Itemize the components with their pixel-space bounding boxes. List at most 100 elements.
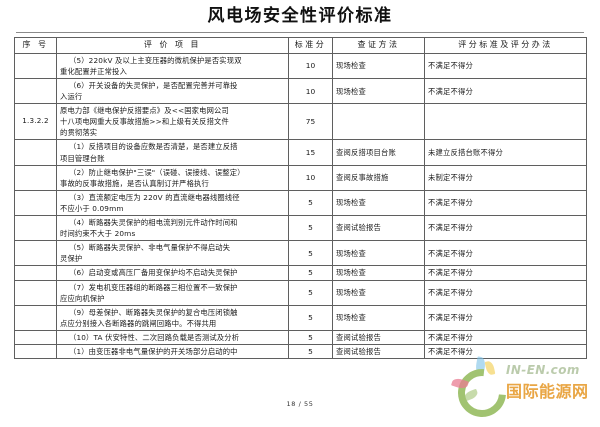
cell-scoring-rule: 不满足不得分 [424,78,587,105]
column-header-rule: 评分标准及评分办法 [424,36,587,54]
table-row: （1）由变压器非电气量保护的开关场部分启动的中 5 查阅试验报告 不满足不得分 [14,344,587,360]
table-row: （1）反措项目的设备应数是否清楚，是否建立反措 项目管理台账 15 查阅反措项目台账未… [14,139,587,166]
cell-sequence [14,265,57,281]
cell-evaluation-item: （6）启动变或高压厂备用变保护均不启动失灵保护 [56,265,289,281]
cell-scoring-rule: 未制定不得分 [424,164,587,191]
cell-scoring-rule: 不满足不得分 [424,189,587,216]
cell-standard-score: 5 [288,344,333,360]
item-line: 原电力部《继电保护反措要点》及<<国家电网公司 [60,106,229,116]
item-line: （5）断路器失灵保护、非电气量保护不得启动失 [69,243,231,253]
item-line: 项目管理台账 [60,153,105,163]
table-row: （4）断路器失灵保护的相电流判别元件动作时间和 时间约束不大于 20ms 5 查阅试验… [14,214,587,242]
cell-standard-score: 5 [288,304,333,331]
item-line: 入运行 [60,92,83,102]
cell-verification-method [332,103,425,141]
cell-standard-score: 5 [288,329,333,346]
cell-verification-method: 查阅试验报告 [332,344,425,360]
watermark-ring-icon [448,359,516,427]
cell-sequence [14,214,57,242]
item-line: （1）反措项目的设备应数是否清楚，是否建立反措 [69,142,238,152]
cell-evaluation-item: （1）反措项目的设备应数是否清楚，是否建立反措 项目管理台账 [56,139,289,166]
column-header-seq: 序 号 [14,36,57,54]
item-line: （6）启动变或高压厂备用变保护均不启动失灵保护 [69,268,238,278]
item-line: （3）直流额定电压为 220V 的直流继电器线圈线径 [69,192,240,202]
cell-evaluation-item: （5）断路器失灵保护、非电气量保护不得启动失 灵保护 [56,240,289,267]
watermark-text-en: IN-EN.com [506,363,580,377]
cell-scoring-rule: 未建立反措台账不得分 [424,139,587,166]
item-line: 事故的反事故措施，是否认真制订并严格执行 [60,178,209,188]
cell-evaluation-item: （6）开关设备的失灵保护，是否配置完善并可靠投 入运行 [56,78,289,105]
cell-evaluation-item: （1）由变压器非电气量保护的开关场部分启动的中 [56,344,289,360]
cell-verification-method: 现场检查 [332,240,425,267]
cell-standard-score: 15 [288,139,333,166]
cell-standard-score: 5 [288,214,333,242]
watermark-text-cn: 国际能源网 [506,382,589,401]
cell-sequence [14,304,57,331]
title-divider [16,31,584,33]
cell-verification-method: 查阅反措项目台账 [332,139,425,166]
cell-evaluation-item: （7）发电机变压器组的断路器三相位置不一致保护 应应向机保护 [56,279,289,306]
item-line: 不应小于 0.09mm [60,203,124,213]
column-header-score: 标准分 [288,36,333,54]
cell-verification-method: 现场检查 [332,78,425,105]
cell-standard-score: 10 [288,52,333,80]
table-row: （9）母差保护、断路器失灵保护的复合电压闭锁触 点应分别接入各断路器的跳闸回路中。… [14,304,587,331]
item-line: 十八项电网重大反事故措施>>和上级有关反措文件 [60,117,229,127]
cell-scoring-rule: 不满足不得分 [424,344,587,360]
item-line: 时间约束不大于 20ms [60,229,136,239]
item-line: （5）220kV 及以上主变压器的微机保护是否实现双 [69,55,242,65]
page-title: 风电场安全性评价标准 [207,6,393,26]
cell-standard-score: 10 [288,78,333,105]
cell-sequence [14,78,57,105]
cell-verification-method: 现场检查 [332,52,425,80]
cell-standard-score: 5 [288,189,333,216]
cell-sequence [14,279,57,306]
cell-sequence: 1.3.2.2 [14,103,57,141]
table-row: 1.3.2.2 原电力部《继电保护反措要点》及<<国家电网公司 十八项电网重大反事故… [14,103,587,141]
cell-verification-method: 现场检查 [332,304,425,331]
cell-scoring-rule: 不满足不得分 [424,240,587,267]
item-line: （6）开关设备的失灵保护，是否配置完善并可靠投 [69,81,238,91]
cell-scoring-rule [424,103,587,141]
cell-sequence [14,164,57,191]
table-row: （7）发电机变压器组的断路器三相位置不一致保护 应应向机保护 5 现场检查 不满足不得分 [14,279,587,306]
cell-verification-method: 现场检查 [332,189,425,216]
cell-scoring-rule: 不满足不得分 [424,304,587,331]
site-watermark: IN-EN.com 国际能源网 [448,356,592,427]
cell-sequence [14,139,57,166]
cell-scoring-rule: 不满足不得分 [424,265,587,281]
item-line: （4）断路器失灵保护的相电流判别元件动作时间和 [69,217,238,227]
watermark-leaf-pink-icon [451,376,469,391]
item-line: 重化配置并正常投入 [60,67,128,77]
cell-verification-method: 现场检查 [332,279,425,306]
cell-verification-method: 查阅试验报告 [332,214,425,242]
cell-standard-score: 5 [288,279,333,306]
cell-sequence [14,240,57,267]
cell-scoring-rule: 不满足不得分 [424,279,587,306]
cell-evaluation-item: （4）断路器失灵保护的相电流判别元件动作时间和时间约束不大于 20ms [56,214,289,242]
item-line: 灵保护 [60,254,83,264]
evaluation-table: 序 号 评 价 项 目 标准分 查证方法 评分标准及评分办法 （5）220kV … [14,36,587,360]
cell-sequence [14,189,57,216]
item-line: （9）母差保护、断路器失灵保护的复合电压闭锁触 [69,307,238,317]
cell-evaluation-item: 原电力部《继电保护反措要点》及<<国家电网公司 十八项电网重大反事故措施>>和上级… [56,103,289,141]
item-line: 应应向机保护 [60,293,105,303]
document-page: 风电场安全性评价标准 序 号 评 价 项 目 标准分 查证方法 评分标准及评分办… [14,6,592,427]
cell-standard-score: 5 [288,240,333,267]
cell-evaluation-item: （5）220kV 及以上主变压器的微机保护是否实现双重化配置并正常投入 [56,52,289,80]
cell-standard-score: 10 [288,164,333,191]
cell-scoring-rule: 不满足不得分 [424,329,587,346]
table-row: （6）开关设备的失灵保护，是否配置完善并可靠投 入运行 10 现场检查 不满足不得分 [14,78,587,105]
cell-standard-score: 5 [288,265,333,281]
cell-evaluation-item: （2）防止继电保护"三误"（误碰、误接线、误整定） 事故的反事故措施，是否认真制订… [56,164,289,191]
table-row: （10）TA 伏安特性、二次回路负载是否测试及分析 5 查阅试验报告 不满足不得分 [14,329,587,346]
table-row: （5）220kV 及以上主变压器的微机保护是否实现双 重化配置并正常投入 10 现场检… [14,52,587,80]
table-row: （6）启动变或高压厂备用变保护均不启动失灵保护 5 现场检查 不满足不得分 [14,265,587,281]
item-line: （2）防止继电保护"三误"（误碰、误接线、误整定） [69,167,245,177]
table-body: （5）220kV 及以上主变压器的微机保护是否实现双 重化配置并正常投入 10 现场检… [14,52,587,360]
cell-scoring-rule: 不满足不得分 [424,214,587,242]
watermark-leaf-yellow-icon [484,360,496,376]
cell-sequence [14,52,57,80]
table-row: （3）直流额定电压为 220V 的直流继电器线圈线径 不应小于 0.09mm 5 现场… [14,189,587,216]
item-line: 点应分别接入各断路器的跳闸回路中。不得共用 [60,318,217,328]
